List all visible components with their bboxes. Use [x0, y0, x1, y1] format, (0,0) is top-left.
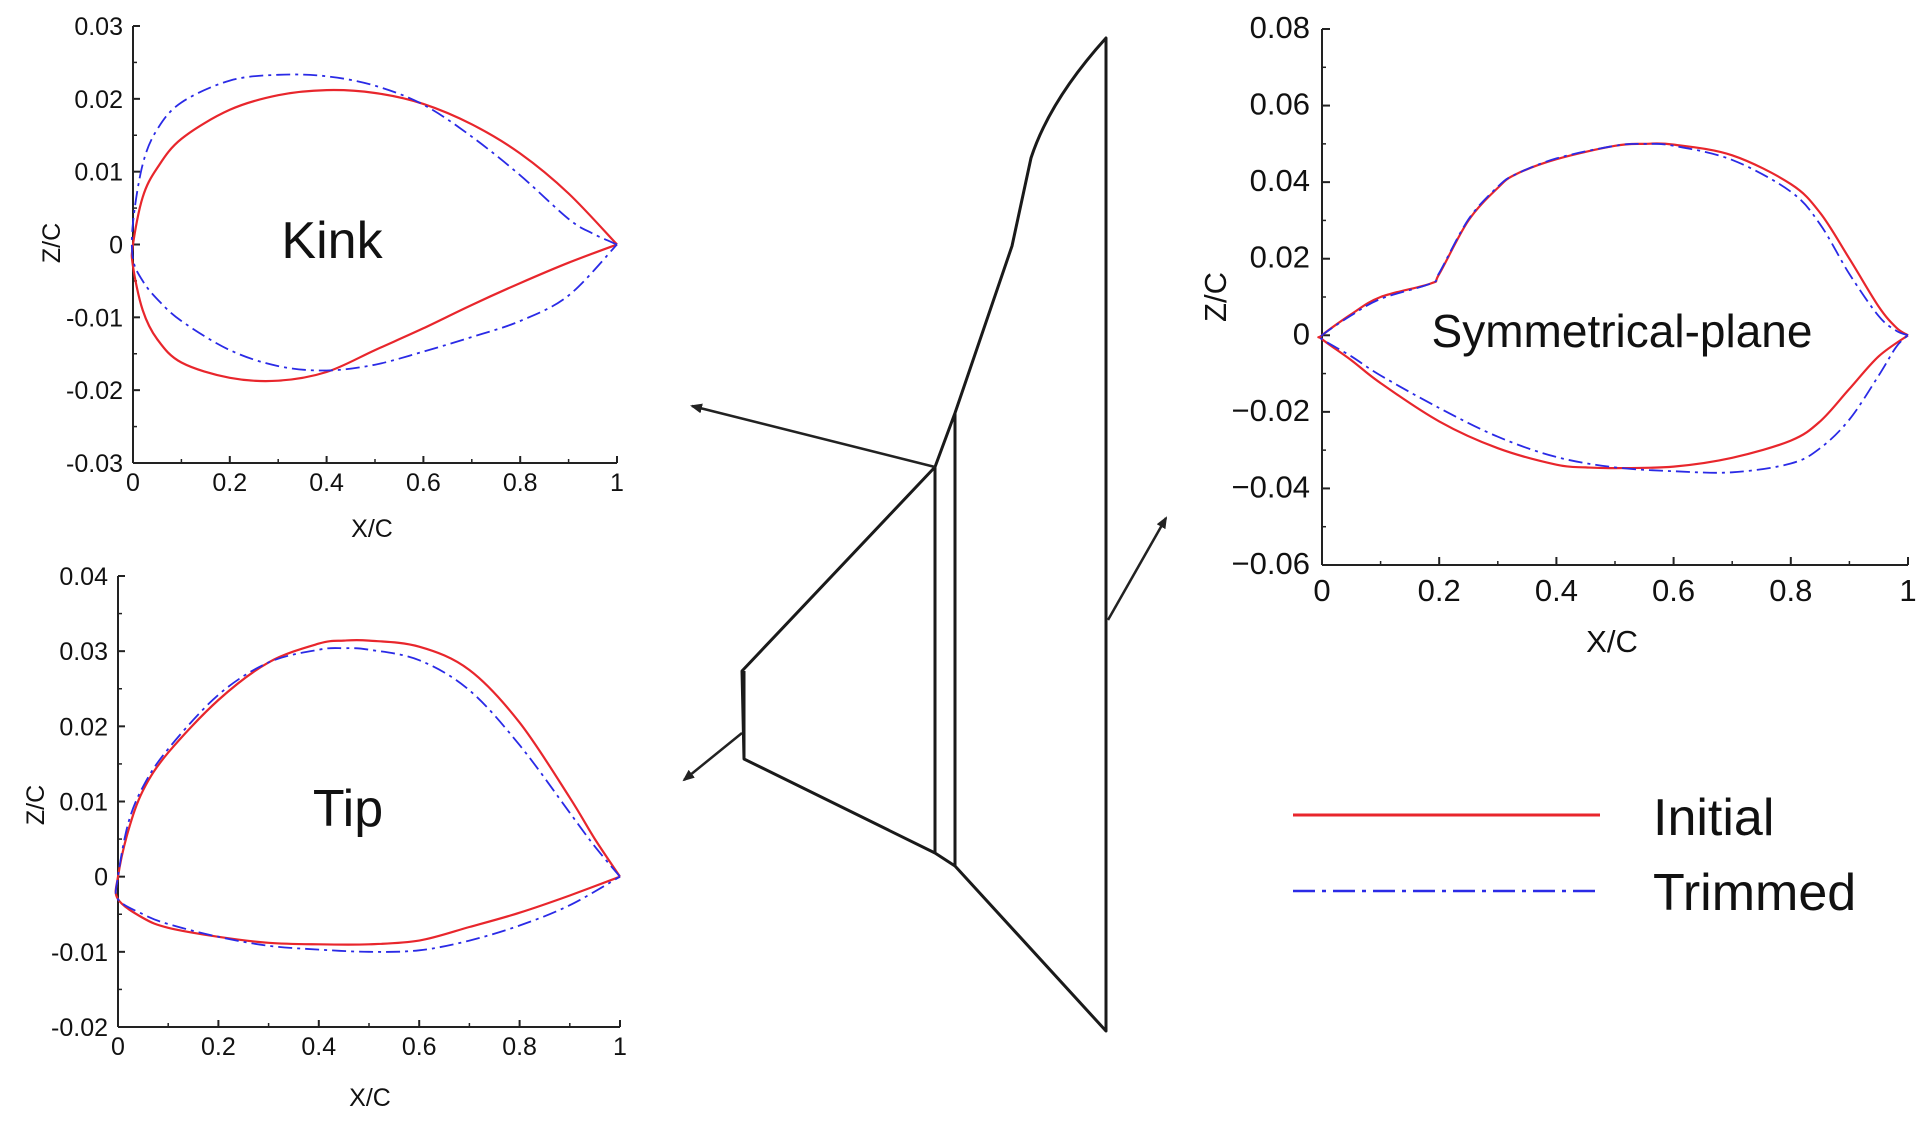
symmetrical-plane-y-tick-label: 0.04	[1250, 163, 1310, 198]
symmetrical-plane-y-tick-label: 0	[1293, 316, 1310, 351]
kink-series-group	[130, 73, 618, 383]
tip-x-tick-label: 0.2	[201, 1033, 236, 1061]
legend-trimmed-label: Trimmed	[1653, 864, 1856, 922]
tip-axes	[117, 575, 621, 1028]
symmetrical-plane-y-tick-label: −0.04	[1232, 469, 1310, 504]
symmetrical-plane-chart: 0.08 0.06 0.04 0.02 0 −0.02 −0.04 −0.06 0 0.2 0.4…	[1198, 10, 1917, 659]
tip-x-axis-title: X/C	[349, 1084, 391, 1112]
arrow-to-tip-chart	[682, 732, 743, 782]
wing-outline	[740, 36, 1108, 1033]
tip-series-group	[114, 638, 621, 953]
tip-x-tick-label: 0	[111, 1033, 125, 1061]
symmetrical-plane-series-group	[1317, 142, 1909, 474]
symmetrical-plane-annotation: Symmetrical-plane	[1432, 305, 1813, 357]
symmetrical-plane-x-tick-label: 0.8	[1769, 573, 1812, 608]
tip-y-tick-label: 0	[94, 864, 108, 892]
kink-chart: 0.030.020.010-0.01-0.02-0.03 0 0.2 0.4 0.6 0…	[38, 13, 624, 543]
symmetrical-plane-x-tick-label: 0	[1313, 573, 1330, 608]
symmetrical-plane-x-axis-title: X/C	[1586, 624, 1638, 659]
kink-y-tick-labels: 0.03 0.02 0.01 0 -0.01 -0.02 -0.03	[66, 13, 123, 478]
legend: Initial Trimmed	[1293, 789, 1856, 922]
symmetrical-plane-x-tick-label: 0.2	[1418, 573, 1461, 608]
symmetrical-plane-x-tick-label: 0.6	[1652, 573, 1695, 608]
kink-y-tick-label: 0.02	[74, 86, 123, 114]
symmetrical-plane-y-tick-label: 0.08	[1250, 10, 1310, 45]
tip-x-tick-label: 0.8	[502, 1033, 537, 1061]
symmetrical-plane-y-tick-label: −0.06	[1232, 546, 1310, 581]
tip-initial-curve	[114, 638, 621, 946]
tip-y-tick-label: 0.01	[59, 789, 108, 817]
symmetrical-plane-initial-curve	[1317, 142, 1909, 470]
tip-y-axis-title: Z/C	[22, 785, 50, 825]
arrow-to-kink-chart	[690, 403, 936, 469]
kink-y-tick-label: 0.03	[74, 13, 123, 41]
symmetrical-plane-x-tick-label: 1	[1899, 573, 1916, 608]
tip-annotation: Tip	[313, 780, 383, 838]
tip-x-tick-label: 0.4	[301, 1033, 336, 1061]
symmetrical-plane-y-tick-label: 0.06	[1250, 87, 1310, 122]
tip-y-tick-label: -0.02	[51, 1014, 108, 1042]
arrow-to-symmetrical-plane-chart	[1106, 516, 1168, 621]
symmetrical-plane-x-tick-labels: 0 0.2 0.4 0.6 0.8 1	[1313, 573, 1916, 608]
tip-x-tick-labels: 0 0.2 0.4 0.6 0.8 1	[111, 1033, 627, 1061]
kink-x-tick-label: 0.4	[309, 469, 344, 497]
tip-x-tick-label: 0.6	[402, 1033, 437, 1061]
symmetrical-plane-trimmed-curve	[1317, 142, 1909, 474]
kink-x-tick-label: 0.8	[503, 469, 538, 497]
tip-x-tick-label: 1	[613, 1033, 627, 1061]
kink-y-tick-label: -0.03	[66, 450, 123, 478]
tip-y-tick-label: 0.03	[59, 638, 108, 666]
kink-x-tick-label: 0	[126, 469, 140, 497]
symmetrical-plane-y-axis-title: Z/C	[1198, 272, 1233, 322]
kink-y-tick-label: -0.01	[66, 304, 123, 332]
kink-y-tick-label: -0.02	[66, 377, 123, 405]
kink-trimmed-curve	[130, 73, 618, 372]
kink-y-axis-title: Z/C	[38, 223, 66, 263]
wing-planform-diagram	[740, 36, 1108, 1033]
tip-y-tick-labels: 0.04 0.03 0.02 0.01 0 -0.01 -0.02	[51, 563, 108, 1042]
kink-y-tick-label: 0	[109, 232, 123, 260]
kink-y-tick-label: 0.01	[74, 159, 123, 187]
symmetrical-plane-y-tick-label: 0.02	[1250, 240, 1310, 275]
legend-initial-label: Initial	[1653, 789, 1774, 847]
tip-y-tick-label: -0.01	[51, 939, 108, 967]
tip-y-tick-label: 0.04	[59, 563, 108, 591]
symmetrical-plane-y-tick-labels: 0.08 0.06 0.04 0.02 0 −0.02 −0.04 −0.06	[1232, 10, 1310, 581]
kink-x-tick-labels: 0 0.2 0.4 0.6 0.8 1	[126, 469, 624, 497]
kink-x-tick-label: 1	[610, 469, 624, 497]
tip-chart: 0.04 0.03 0.02 0.01 0 -0.01 -0.02 0 0.2 0.4 0.6 0.…	[22, 563, 627, 1112]
kink-x-tick-label: 0.2	[212, 469, 247, 497]
pointer-arrows	[682, 403, 1168, 782]
kink-x-axis-title: X/C	[351, 515, 393, 543]
tip-y-tick-label: 0.02	[59, 713, 108, 741]
symmetrical-plane-x-tick-label: 0.4	[1535, 573, 1578, 608]
kink-annotation: Kink	[281, 212, 383, 270]
kink-x-tick-label: 0.6	[406, 469, 441, 497]
symmetrical-plane-y-tick-label: −0.02	[1232, 393, 1310, 428]
symmetrical-plane-axes	[1321, 28, 1909, 566]
